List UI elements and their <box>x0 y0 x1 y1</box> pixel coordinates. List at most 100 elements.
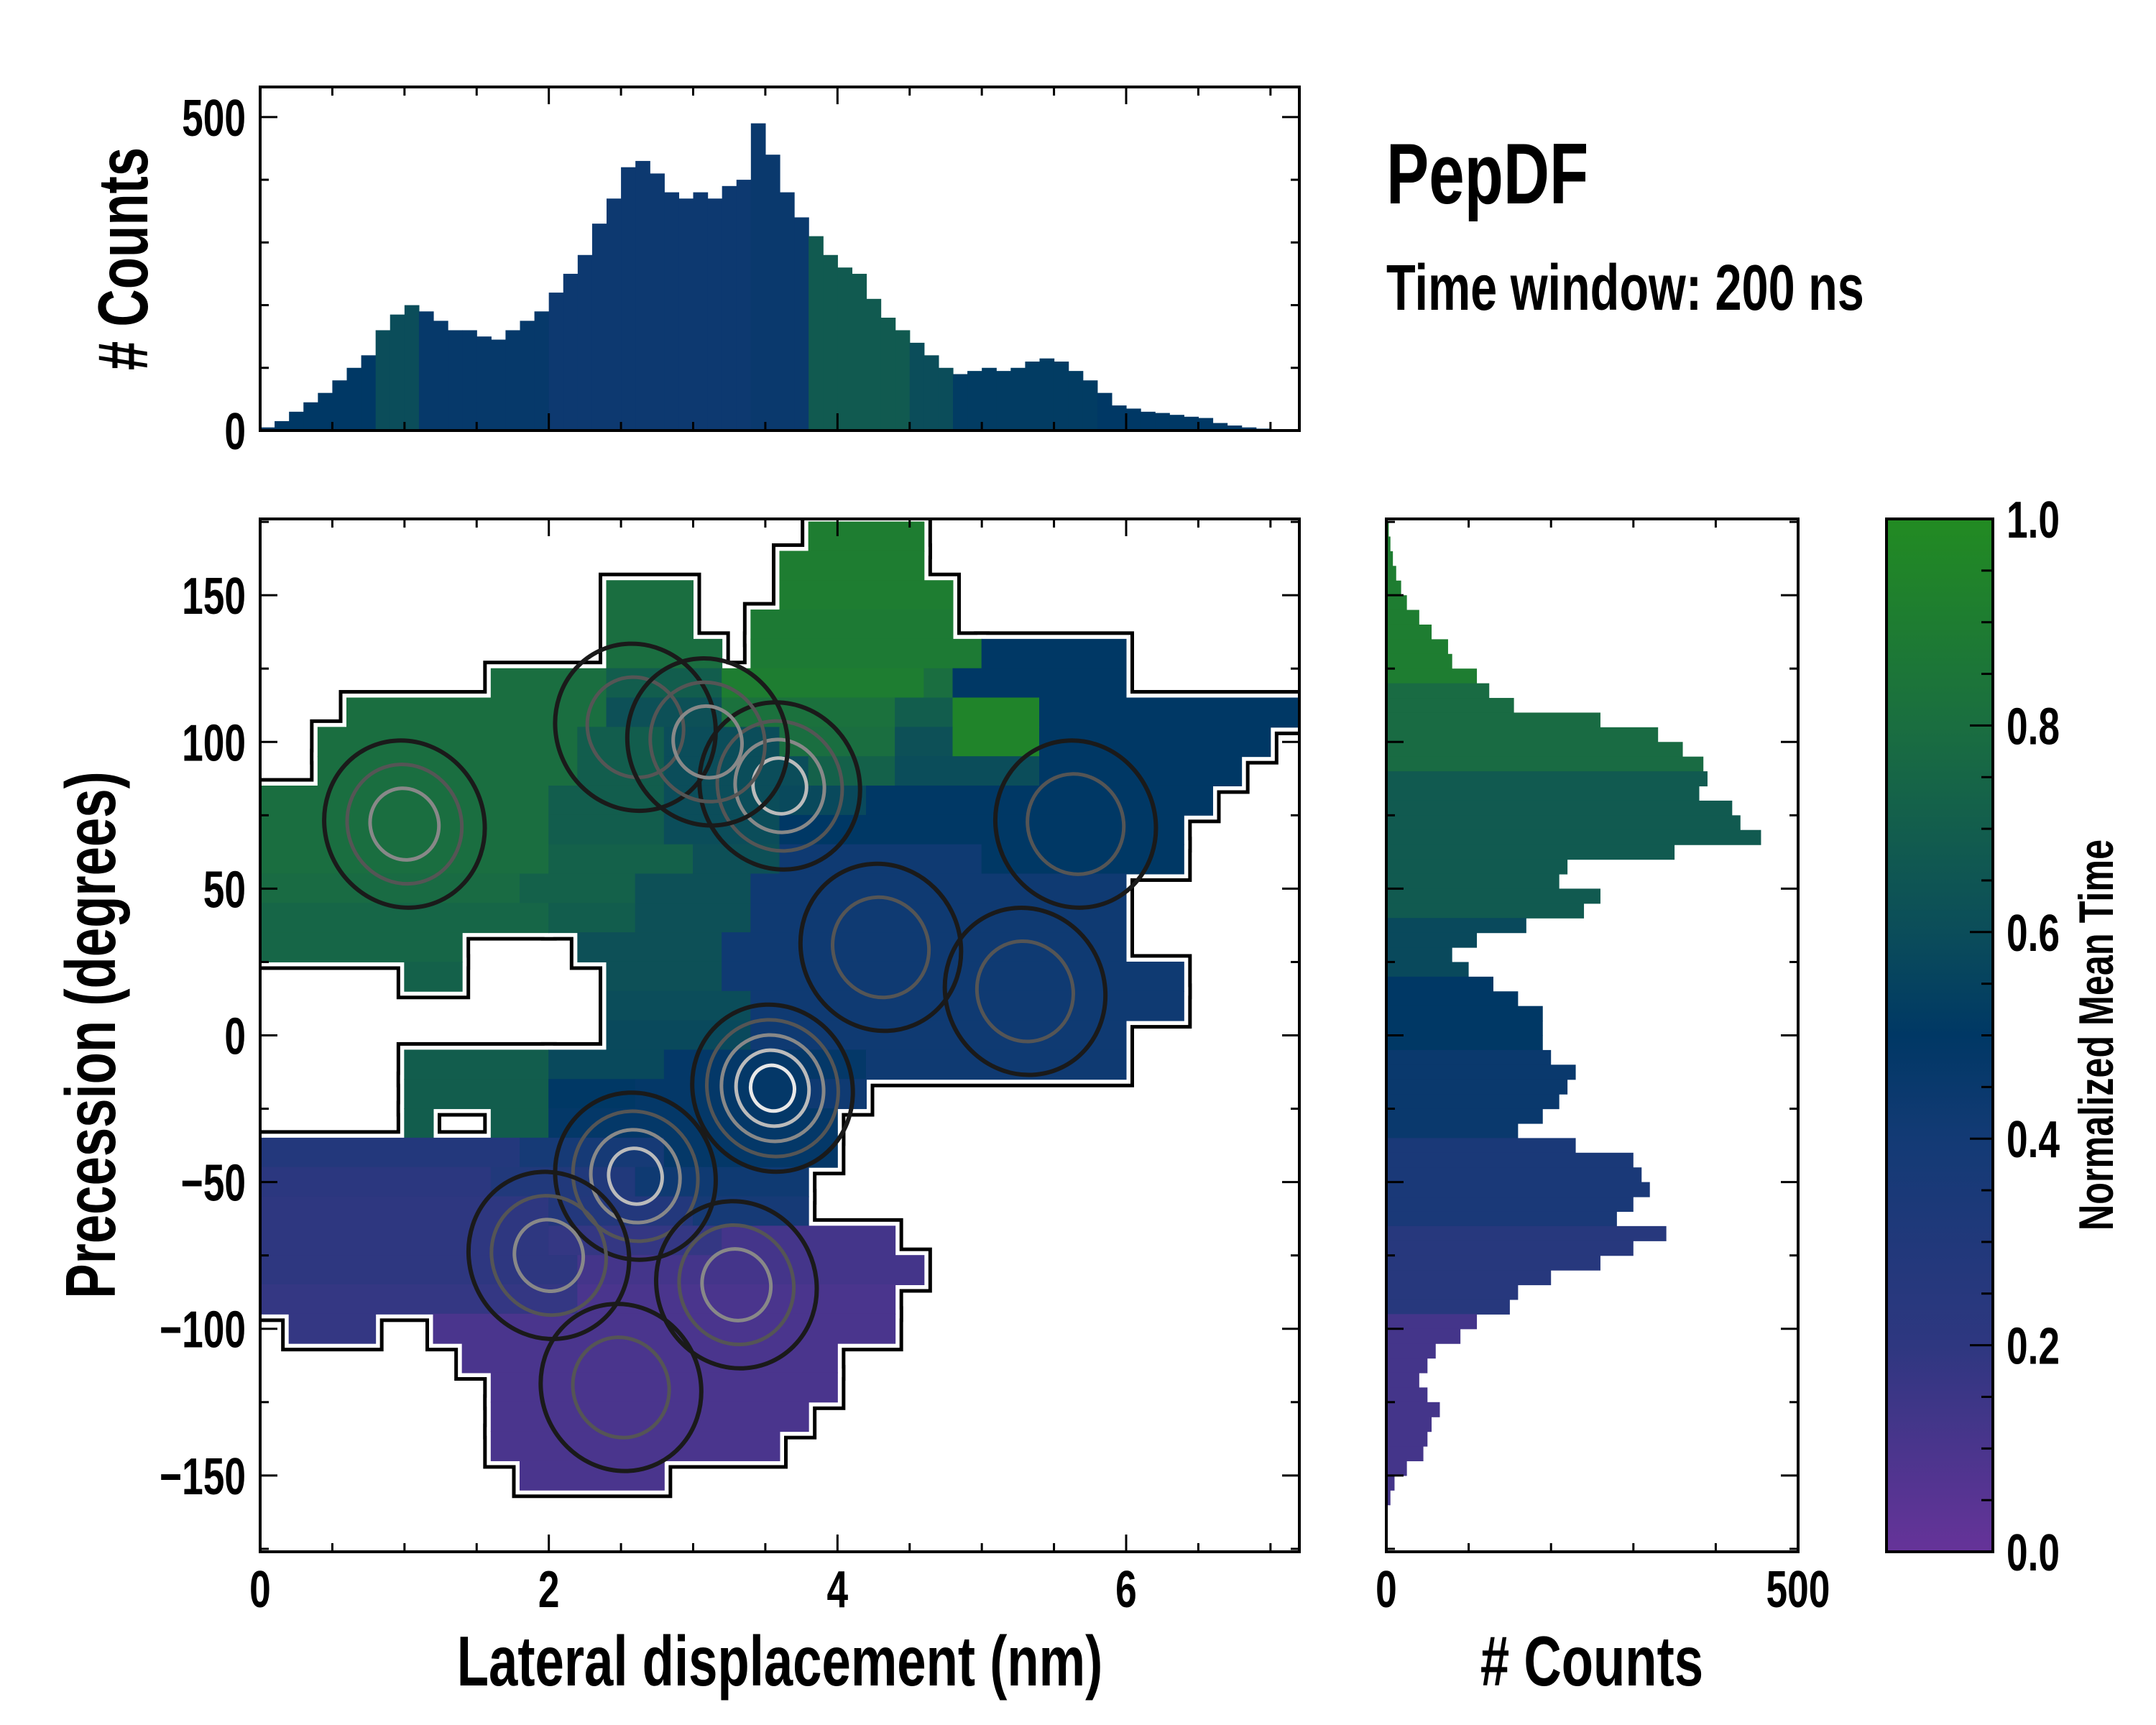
right-histogram-bar <box>1386 1270 1552 1286</box>
right-histogram-bars <box>1386 522 1761 1506</box>
main-ylabel-group: Precession (degrees) <box>52 771 130 1298</box>
main-plot-ticks: 0 2 4 6 150 100 50 0 −50 −100 −150 <box>160 519 1299 1619</box>
y-tick-label: −50 <box>181 1155 246 1213</box>
top-histogram-bar <box>750 123 766 431</box>
y-tick-label: 0 <box>224 1008 246 1066</box>
right-histogram-bar <box>1386 1182 1650 1197</box>
heatmap-cell <box>404 1079 550 1110</box>
contour-line <box>489 1194 608 1317</box>
contour-line <box>705 1018 840 1159</box>
right-histogram-bar <box>1386 1490 1391 1506</box>
heatmap-cell <box>260 932 463 962</box>
right-histogram-bar <box>1386 859 1568 875</box>
right-histogram-bar <box>1386 683 1490 699</box>
top-histogram-bar <box>794 217 809 431</box>
heatmap-cell <box>260 1137 520 1168</box>
top-histogram-bar <box>866 298 882 431</box>
contour-line <box>831 895 931 1000</box>
right-histogram-bar <box>1386 1152 1634 1168</box>
right-histogram-bar <box>1386 1358 1428 1374</box>
heatmap-cell <box>779 844 982 875</box>
top-histogram-bar <box>303 402 318 431</box>
heatmap-cell <box>750 1020 1127 1051</box>
top-histogram-bar <box>591 224 607 431</box>
contour-line <box>466 1169 632 1341</box>
heatmap-cell <box>895 697 954 728</box>
top-histogram-bar <box>548 293 564 431</box>
top-histogram-bar <box>1212 423 1228 431</box>
top-histogram-bar <box>1010 367 1026 431</box>
right-histogram-bar <box>1386 1197 1634 1213</box>
top-histogram-bar <box>982 367 997 431</box>
contour-line <box>992 738 1158 910</box>
right-histogram-bar <box>1386 1123 1519 1138</box>
heatmap-cell <box>548 903 636 934</box>
heatmap-cell <box>490 668 607 699</box>
top-histogram-bar <box>577 254 593 431</box>
colorbar-gradient <box>1885 518 1994 1553</box>
top-histogram-bar <box>1097 392 1112 431</box>
top-histogram-bar <box>1141 411 1156 431</box>
contour-line <box>607 1146 664 1206</box>
top-histogram-bar <box>938 367 954 431</box>
heatmap-cell <box>548 1049 665 1080</box>
top-histogram-bar <box>1025 362 1041 431</box>
chart-subtitle: Time window: 200 ns <box>1386 251 1864 323</box>
top-histogram-bar <box>823 254 838 431</box>
heatmap-cell <box>577 756 665 786</box>
right-histogram-bar <box>1386 727 1659 742</box>
top-histogram-bar <box>476 336 492 431</box>
contour-line <box>719 1033 826 1144</box>
right-histogram-bar <box>1386 1372 1419 1388</box>
heatmap-cell <box>635 903 752 934</box>
heatmap-cell <box>490 1108 550 1138</box>
top-histogram-bar <box>462 330 477 431</box>
contour-line <box>322 738 487 910</box>
right-histogram-bar <box>1386 639 1448 655</box>
top-histogram-bar <box>404 305 420 431</box>
right-histogram-bar <box>1386 976 1493 992</box>
top-histogram-bar <box>318 392 333 431</box>
top-histogram-bar <box>332 380 348 431</box>
top-histogram-bar <box>736 180 752 431</box>
right-histogram-bar <box>1386 1211 1617 1227</box>
right-histogram-bar <box>1386 712 1600 728</box>
colorbar-tick-label: 0.6 <box>2007 905 2060 962</box>
top-histogram-bar <box>895 330 911 431</box>
heatmap-cell <box>895 756 1040 786</box>
right-histogram-bar <box>1386 1417 1432 1432</box>
y-tick-label: −150 <box>160 1448 246 1506</box>
heatmap-cell <box>520 873 636 904</box>
right-histogram-bar <box>1386 1284 1519 1300</box>
right-histogram-xlabel: # Counts <box>1480 1622 1703 1701</box>
top-histogram-bar <box>722 185 737 431</box>
colorbar-label: Normalized Mean Time <box>2069 840 2124 1230</box>
contour-line <box>585 675 686 780</box>
heatmap-cell <box>346 697 607 728</box>
contour-line <box>700 1247 773 1322</box>
top-histogram-bar <box>1155 413 1170 431</box>
right-histogram-bar <box>1386 800 1733 816</box>
right-histogram-bar <box>1386 1299 1510 1315</box>
heatmap-cell <box>490 1372 838 1403</box>
colorbar-tick-label: 0.4 <box>2007 1112 2060 1169</box>
heatmap-cell <box>606 580 694 611</box>
right-histogram-bar <box>1386 1225 1667 1241</box>
right-histogram-bar <box>1386 668 1478 684</box>
right-histogram-bar <box>1386 610 1419 625</box>
top-histogram-bar <box>765 155 780 431</box>
contour-line <box>677 1223 796 1347</box>
x-tick-label: 2 <box>538 1561 560 1619</box>
heatmap-cell <box>577 1284 896 1315</box>
density-contours <box>322 641 1158 1473</box>
colorbar-label-group: Normalized Mean Time <box>2069 840 2124 1230</box>
top-histogram-bars <box>260 123 1286 431</box>
contour-line <box>734 1048 811 1128</box>
x-tick-label: 0 <box>249 1561 271 1619</box>
heatmap-cell <box>260 1225 550 1256</box>
heatmap-cell <box>722 932 1127 962</box>
contour-line <box>538 1302 704 1473</box>
heatmap-cell <box>952 727 1040 758</box>
contour-line <box>553 1090 718 1262</box>
